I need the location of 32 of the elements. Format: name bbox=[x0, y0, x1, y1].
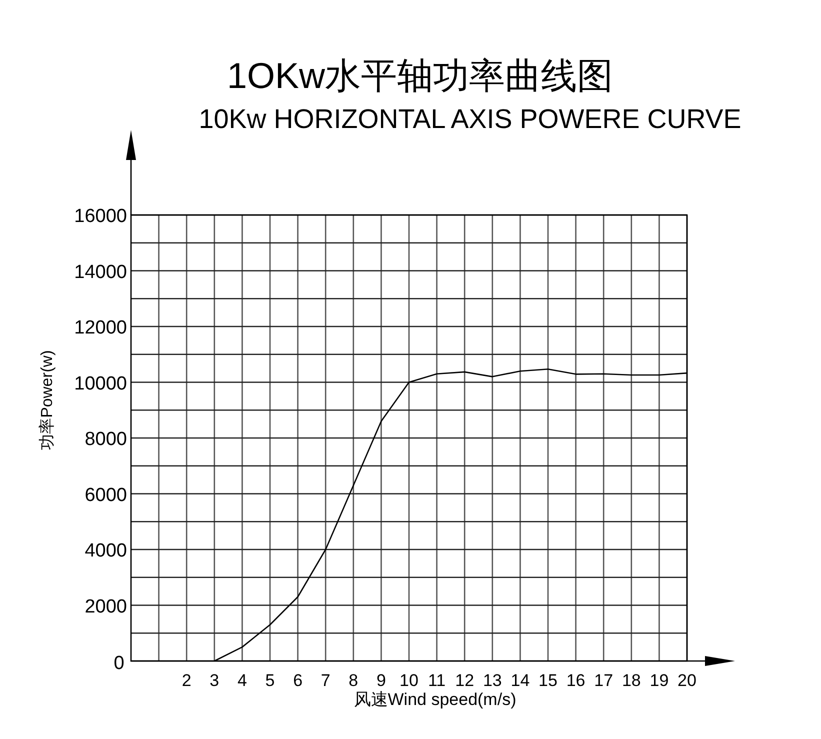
y-axis-title: 功率Power(w) bbox=[38, 350, 56, 450]
x-tick-label: 2 bbox=[182, 671, 192, 690]
y-tick-label: 10000 bbox=[74, 373, 127, 394]
x-tick-label: 6 bbox=[293, 671, 303, 690]
chart-subtitle: 10Kw HORIZONTAL AXIS POWERE CURVE bbox=[198, 104, 742, 134]
x-tick-label: 11 bbox=[428, 671, 446, 690]
x-tick-label: 12 bbox=[455, 671, 474, 690]
y-tick-label: 8000 bbox=[84, 429, 127, 450]
x-axis-title: 风速Wind speed(m/s) bbox=[354, 690, 516, 709]
y-tick-label: 2000 bbox=[84, 596, 127, 618]
y-tick-label: 12000 bbox=[74, 318, 127, 338]
chart-title: 1OKw水平轴功率曲线图 bbox=[226, 55, 614, 96]
x-tick-label: 9 bbox=[376, 671, 386, 690]
y-tick-label: 0 bbox=[114, 653, 124, 674]
x-tick-label: 18 bbox=[622, 671, 641, 690]
x-tick-label: 7 bbox=[320, 671, 330, 690]
x-tick-label: 19 bbox=[650, 671, 669, 690]
x-tick-label: 16 bbox=[566, 671, 586, 690]
x-tick-label: 17 bbox=[594, 671, 614, 690]
x-tick-label: 8 bbox=[348, 671, 358, 690]
x-tick-label: 10 bbox=[400, 671, 418, 690]
y-tick-label: 4000 bbox=[84, 540, 127, 562]
y-tick-label: 16000 bbox=[74, 206, 127, 227]
x-tick-label: 3 bbox=[210, 671, 220, 690]
x-tick-label: 14 bbox=[510, 671, 530, 690]
x-tick-label: 15 bbox=[538, 671, 558, 690]
y-tick-label: 14000 bbox=[74, 262, 127, 283]
x-tick-label: 4 bbox=[237, 671, 247, 690]
x-tick-label: 20 bbox=[678, 671, 696, 690]
x-tick-label: 5 bbox=[265, 671, 275, 690]
y-tick-label: 6000 bbox=[84, 484, 127, 506]
x-tick-label: 13 bbox=[482, 671, 502, 690]
